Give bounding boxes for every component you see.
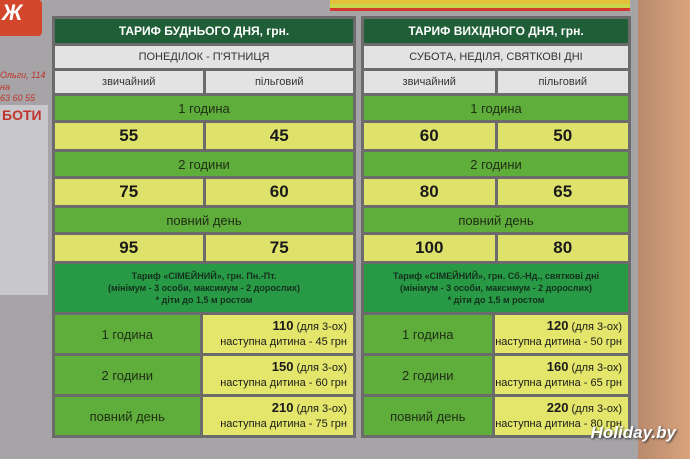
family-price: 160 bbox=[546, 359, 569, 374]
family-conditions: (мінімум - 3 особи, максимум - 2 доросли… bbox=[399, 283, 593, 293]
family-price-cell: 160 (для 3-ох) наступна дитина - 65 грн bbox=[494, 356, 628, 394]
duration-label: 2 години bbox=[364, 152, 628, 176]
hours-title: БОТИ bbox=[2, 107, 42, 123]
family-note: * діти до 1,5 м ростом bbox=[155, 295, 253, 305]
family-tariff-header: Тариф «СІМЕЙНИЙ», грн. Сб.-Нд., святкові… bbox=[364, 264, 628, 312]
duration-label: 1 година bbox=[364, 96, 628, 120]
extra-child-price: наступна дитина - 45 грн bbox=[220, 336, 347, 348]
family-price-note: (для 3-ох) bbox=[571, 321, 622, 333]
family-price: 120 bbox=[546, 318, 569, 333]
col-discount: пільговий bbox=[497, 71, 628, 93]
family-conditions: (мінімум - 3 особи, максимум - 2 доросли… bbox=[107, 283, 301, 293]
family-price: 220 bbox=[546, 400, 569, 415]
family-row: 2 години 150 (для 3-ох) наступна дитина - … bbox=[55, 356, 353, 394]
family-price-note: (для 3-ох) bbox=[571, 403, 622, 415]
family-title: Тариф «СІМЕЙНИЙ», грн. Пн.-Пт. bbox=[131, 271, 277, 281]
family-price-note: (для 3-ох) bbox=[571, 362, 622, 374]
table-title: ТАРИФ ВИХІДНОГО ДНЯ, грн. bbox=[364, 19, 628, 43]
logo: Ж bbox=[0, 0, 42, 36]
address-line: Ольги, 114 bbox=[0, 70, 46, 80]
family-duration: 2 години bbox=[55, 356, 200, 394]
regular-price: 60 bbox=[364, 123, 495, 149]
duration-label: 2 години bbox=[55, 152, 353, 176]
regular-price: 55 bbox=[55, 123, 203, 149]
family-row: 1 година 120 (для 3-ох) наступна дитина - … bbox=[364, 315, 628, 353]
family-price: 110 bbox=[272, 318, 294, 333]
family-price: 150 bbox=[271, 359, 294, 374]
phone: 63 60 55 bbox=[0, 93, 36, 103]
wall bbox=[638, 0, 690, 459]
family-price-note: (для 3-ох) bbox=[296, 321, 347, 333]
hours-panel bbox=[0, 105, 48, 295]
col-regular: звичайний bbox=[55, 71, 203, 93]
discount-price: 60 bbox=[205, 179, 353, 205]
family-note: * діти до 1,5 м ростом bbox=[447, 295, 545, 305]
family-duration: 1 година bbox=[364, 315, 492, 353]
family-row: 2 години 160 (для 3-ох) наступна дитина - … bbox=[364, 356, 628, 394]
family-tariff-header: Тариф «СІМЕЙНИЙ», грн. Пн.-Пт. (мінімум -… bbox=[55, 264, 353, 312]
family-price-cell: 220 (для 3-ох) наступна дитина - 80 грн bbox=[494, 397, 628, 435]
family-duration: 1 година bbox=[55, 315, 200, 353]
duration-label: повний день bbox=[55, 208, 353, 232]
regular-price: 75 bbox=[55, 179, 203, 205]
regular-price: 80 bbox=[364, 179, 495, 205]
family-price-cell: 150 (для 3-ох) наступна дитина - 60 грн bbox=[202, 356, 353, 394]
family-price-cell: 210 (для 3-ох) наступна дитина - 75 грн bbox=[202, 397, 353, 435]
extra-child-price: наступна дитина - 60 грн bbox=[220, 377, 347, 389]
family-row: 1 година 110 (для 3-ох) наступна дитина - … bbox=[55, 315, 353, 353]
weekday-tariff-table: ТАРИФ БУДНЬОГО ДНЯ, грн. ПОНЕДІЛОК - П'ЯТ… bbox=[52, 16, 356, 438]
discount-price: 45 bbox=[205, 123, 353, 149]
discount-price: 80 bbox=[497, 235, 628, 261]
family-title: Тариф «СІМЕЙНИЙ», грн. Сб.-Нд., святкові… bbox=[392, 271, 600, 281]
regular-price: 100 bbox=[364, 235, 495, 261]
duration-label: 1 година bbox=[55, 96, 353, 120]
family-duration: 2 години bbox=[364, 356, 492, 394]
extra-child-price: наступна дитина - 65 грн bbox=[495, 377, 622, 389]
discount-price: 75 bbox=[205, 235, 353, 261]
family-price-note: (для 3-ох) bbox=[296, 403, 347, 415]
family-price-note: (для 3-ох) bbox=[296, 362, 347, 374]
family-duration: повний день bbox=[364, 397, 492, 435]
family-price-cell: 120 (для 3-ох) наступна дитина - 50 грн bbox=[494, 315, 628, 353]
top-stripe bbox=[330, 0, 630, 14]
family-price: 210 bbox=[271, 400, 294, 415]
discount-price: 50 bbox=[497, 123, 628, 149]
weekend-tariff-table: ТАРИФ ВИХІДНОГО ДНЯ, грн. СУБОТА, НЕДІЛЯ,… bbox=[361, 16, 631, 438]
days-label: ПОНЕДІЛОК - П'ЯТНИЦЯ bbox=[55, 46, 353, 68]
col-discount: пільговий bbox=[205, 71, 353, 93]
address-line: на bbox=[0, 82, 10, 92]
extra-child-price: наступна дитина - 80 грн bbox=[495, 418, 622, 430]
extra-child-price: наступна дитина - 75 грн bbox=[220, 418, 347, 430]
days-label: СУБОТА, НЕДІЛЯ, СВЯТКОВІ ДНІ bbox=[364, 46, 628, 68]
family-price-cell: 110 (для 3-ох) наступна дитина - 45 грн bbox=[202, 315, 353, 353]
extra-child-price: наступна дитина - 50 грн bbox=[495, 336, 622, 348]
discount-price: 65 bbox=[497, 179, 628, 205]
watermark: Holiday.by bbox=[590, 423, 676, 442]
duration-label: повний день bbox=[364, 208, 628, 232]
regular-price: 95 bbox=[55, 235, 203, 261]
family-row: повний день 220 (для 3-ох) наступна дитина… bbox=[364, 397, 628, 435]
family-duration: повний день bbox=[55, 397, 200, 435]
family-row: повний день 210 (для 3-ох) наступна дитина… bbox=[55, 397, 353, 435]
table-title: ТАРИФ БУДНЬОГО ДНЯ, грн. bbox=[55, 19, 353, 43]
col-regular: звичайний bbox=[364, 71, 495, 93]
